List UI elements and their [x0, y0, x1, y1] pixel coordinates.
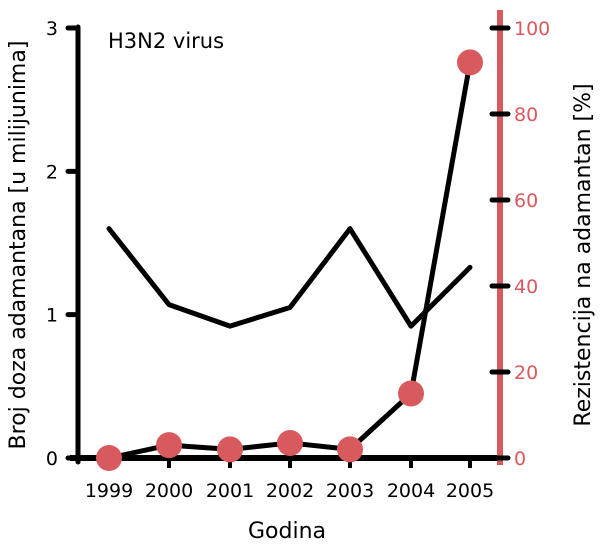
right-axis-title: Rezistencija na adamantan [%]	[571, 83, 596, 426]
x-tick-label: 2004	[387, 480, 435, 502]
left-tick-label: 0	[46, 448, 58, 470]
x-tick-label: 2002	[266, 480, 314, 502]
left-tick-label: 1	[46, 305, 58, 327]
series-line-0	[106, 226, 473, 329]
data-point-marker	[277, 429, 303, 456]
x-tick-label: 1999	[85, 480, 133, 502]
right-tick-label: 40	[514, 276, 538, 298]
x-tick-label: 2000	[145, 480, 193, 502]
data-point-marker	[156, 432, 182, 459]
data-point-marker	[96, 445, 122, 471]
left-axis: 0 1 2 3	[46, 18, 81, 470]
virus-annotation: H3N2 virus	[108, 29, 224, 53]
left-tick-label: 2	[46, 161, 58, 183]
data-point-marker	[398, 380, 424, 407]
right-axis: 0 20 40 60 80 100	[489, 10, 550, 470]
x-axis-title: Godina	[248, 519, 326, 544]
x-tick-label: 2001	[206, 480, 254, 502]
series-layer	[96, 49, 483, 471]
left-tick-label: 3	[46, 18, 58, 40]
x-tick-label: 2005	[446, 480, 494, 502]
right-tick-label: 100	[514, 18, 550, 40]
right-tick-label: 60	[514, 190, 538, 212]
x-axis: 1999 2000 2001 2002 2003 2004 2005	[70, 455, 500, 502]
right-tick-label: 0	[514, 448, 526, 470]
data-point-marker	[337, 436, 363, 463]
right-tick-label: 20	[514, 362, 538, 384]
data-point-marker	[457, 49, 483, 76]
x-tick-label: 2003	[326, 480, 374, 502]
left-axis-title: Broj doza adamantana [u milijunima]	[6, 41, 31, 450]
right-tick-label: 80	[514, 104, 538, 126]
data-point-marker	[217, 436, 243, 463]
